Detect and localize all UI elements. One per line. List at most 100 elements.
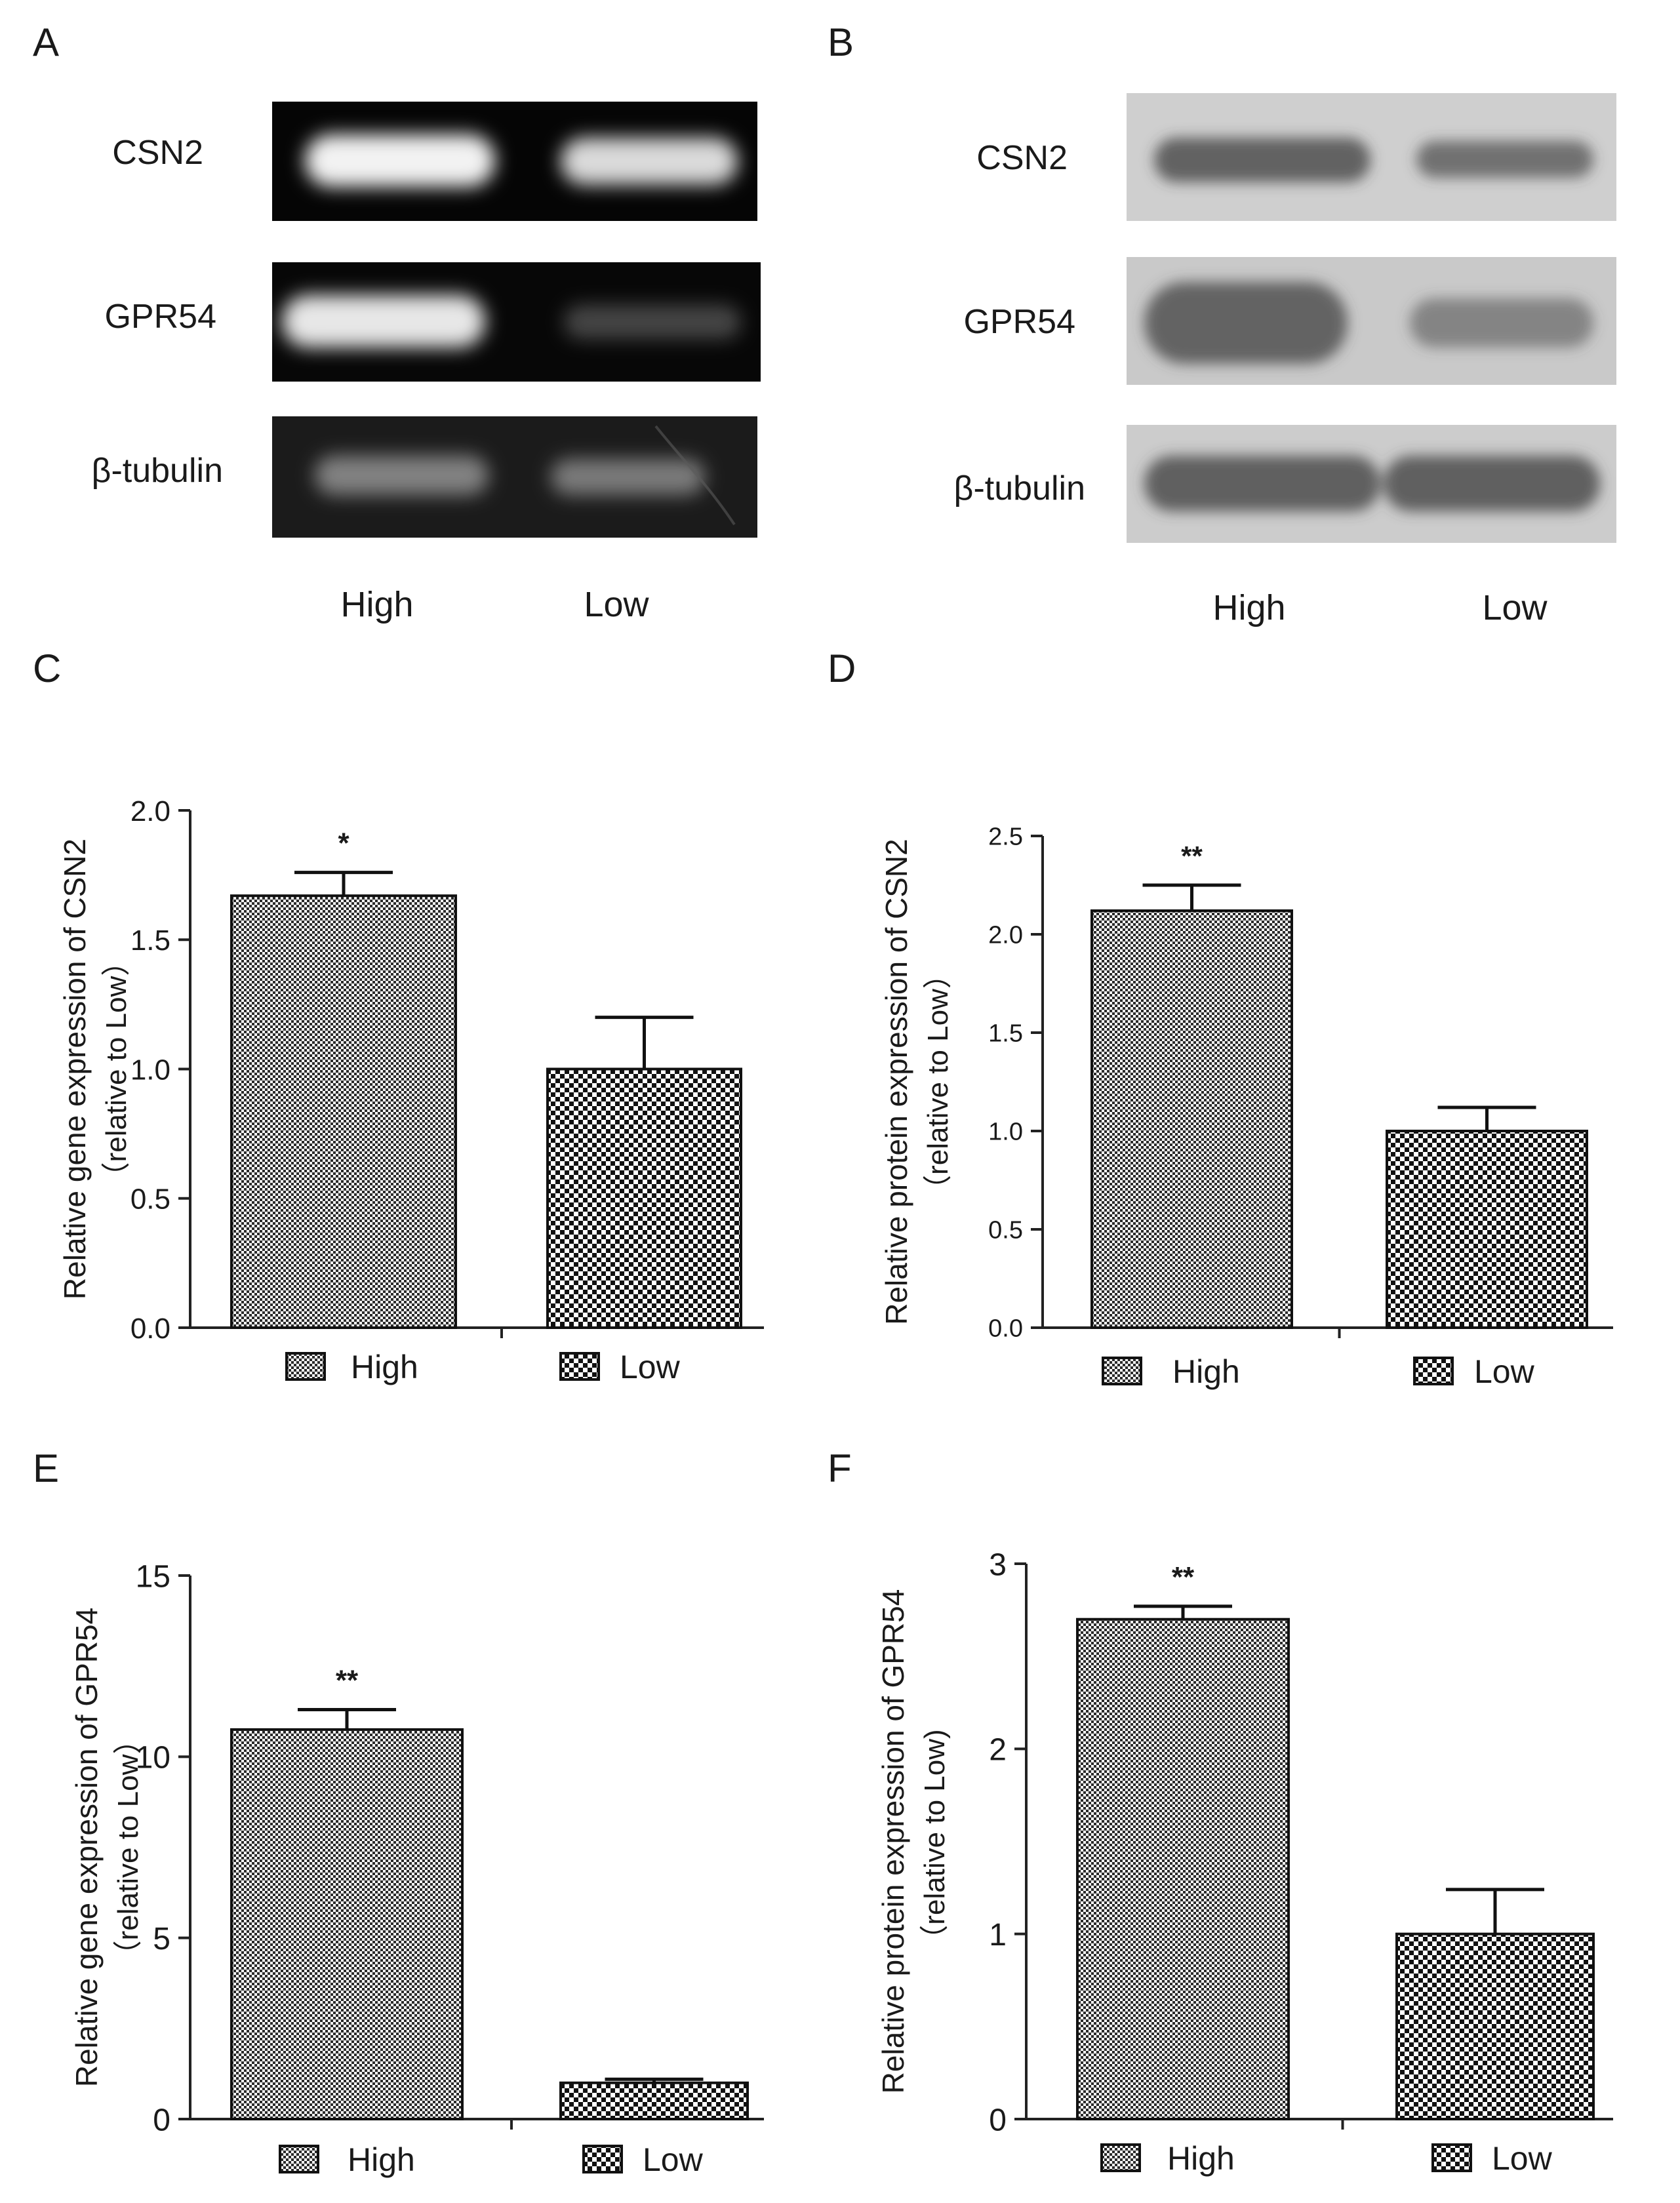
band-low xyxy=(1384,456,1600,511)
significance-marker: * xyxy=(338,827,350,860)
band-low xyxy=(1410,298,1593,347)
legend-label: Low xyxy=(1492,2140,1553,2177)
bar-low xyxy=(1395,1932,1595,2121)
y-tick-label: 1.0 xyxy=(130,1054,170,1086)
band-high xyxy=(315,456,489,495)
blot-row: CSN2 xyxy=(976,93,1616,221)
band-high xyxy=(305,134,495,187)
gel-artifact xyxy=(654,425,736,526)
bar-low xyxy=(1386,1130,1588,1329)
y-tick-label: 1.0 xyxy=(988,1119,1023,1146)
bar-chart-f: 0 1 2 3 ** Relative protein expression of GPR… xyxy=(876,1547,1613,2177)
legend-swatch xyxy=(279,2145,319,2173)
lane-label: High xyxy=(340,585,413,624)
legend-label: High xyxy=(1172,1353,1240,1390)
y-tick-label: 1 xyxy=(989,1918,1007,1953)
y-tick-label: 1.5 xyxy=(130,924,170,957)
blot-bands xyxy=(1144,456,1600,511)
y-axis-title: Relative protein expression of CSN2 xyxy=(879,839,913,1324)
band-high xyxy=(1144,282,1348,364)
panel-letter-c: C xyxy=(33,646,61,690)
y-tick-label: 0.5 xyxy=(988,1217,1023,1244)
legend-label: High xyxy=(351,1349,418,1385)
y-tick-label: 2 xyxy=(989,1733,1007,1768)
y-tick-label: 5 xyxy=(153,1922,170,1956)
panel-letter-b: B xyxy=(828,20,854,64)
gel-bands xyxy=(305,134,738,187)
legend-label: Low xyxy=(643,2141,704,2178)
y-axis-subtitle: （relative to Low) xyxy=(919,1729,951,1953)
blot-row: β-tubulin xyxy=(954,425,1616,543)
panel-letter-a: A xyxy=(33,20,59,64)
blot-row-label: GPR54 xyxy=(104,298,216,336)
blot-row: GPR54 xyxy=(963,257,1616,385)
bar-high xyxy=(230,894,457,1330)
bar-high xyxy=(1076,1618,1290,2120)
blot-row-label: β-tubulin xyxy=(92,452,223,490)
band-high xyxy=(1154,138,1370,182)
blot-row-label: GPR54 xyxy=(963,303,1075,341)
blot-row-label: CSN2 xyxy=(112,134,203,172)
blot-row-label: β-tubulin xyxy=(954,469,1085,507)
band-low xyxy=(564,305,741,339)
blot-row: CSN2 xyxy=(112,102,757,221)
panel-letter-f: F xyxy=(828,1446,852,1490)
blot-row: β-tubulin xyxy=(92,416,757,538)
y-tick-label: 2.5 xyxy=(988,824,1023,851)
blot-row-label: CSN2 xyxy=(976,139,1068,177)
y-tick-label: 15 xyxy=(136,1559,170,1594)
y-axis-subtitle: （relative to Low） xyxy=(100,947,132,1191)
blot-panel-a: CSN2 GPR54 β-tubulin xyxy=(92,102,761,624)
y-tick-label: 0 xyxy=(153,2103,170,2137)
y-tick-label: 0.0 xyxy=(988,1315,1023,1343)
y-tick-label: 3 xyxy=(989,1547,1007,1582)
y-axis-title: Relative gene expression of GPR54 xyxy=(70,1608,104,2087)
legend-swatch xyxy=(1431,2143,1472,2172)
y-axis-title: Relative gene expression of CSN2 xyxy=(58,839,92,1300)
bar-high xyxy=(230,1728,464,2120)
significance-marker: ** xyxy=(336,1664,359,1696)
legend-label: Low xyxy=(620,1349,681,1385)
blot-bands xyxy=(1154,138,1593,182)
bar-chart-d: 0.0 0.5 1.0 1.5 2.0 2.5 ** Relative protein exp… xyxy=(879,824,1613,1390)
lane-label: High xyxy=(1212,588,1285,627)
y-tick-label: 10 xyxy=(136,1741,170,1776)
legend-swatch xyxy=(1102,1357,1142,1385)
bar-chart-c: 0.0 0.5 1.0 1.5 2.0 * Relative gene expression… xyxy=(58,795,764,1385)
lane-label: Low xyxy=(1482,588,1548,627)
gel-bands xyxy=(315,456,705,495)
band-high xyxy=(282,295,485,347)
y-tick-label: 0.0 xyxy=(130,1313,170,1345)
y-tick-label: 2.0 xyxy=(130,795,170,827)
bar-low xyxy=(559,2081,749,2121)
y-tick-label: 2.0 xyxy=(988,922,1023,949)
y-tick-label: 0 xyxy=(989,2103,1007,2137)
y-axis-title: Relative protein expression of GPR54 xyxy=(876,1589,910,2094)
y-axis-subtitle: （relative to Low） xyxy=(112,1726,144,1970)
blot-panel-b: CSN2 GPR54 β-tubulin xyxy=(954,93,1616,627)
legend-label: High xyxy=(348,2141,415,2178)
y-tick-label: 0.5 xyxy=(130,1183,170,1216)
legend-swatch xyxy=(1413,1357,1454,1385)
significance-marker: ** xyxy=(1181,841,1203,871)
legend-label: High xyxy=(1167,2140,1235,2177)
legend-swatch xyxy=(559,1352,600,1381)
legend-swatch xyxy=(1100,2143,1141,2172)
panel-letter-d: D xyxy=(828,646,856,690)
band-low xyxy=(561,138,738,185)
band-high xyxy=(1144,456,1380,511)
bar-low xyxy=(546,1067,742,1329)
legend-label: Low xyxy=(1474,1353,1535,1390)
legend-swatch xyxy=(582,2145,623,2173)
blot-bands xyxy=(1144,282,1593,364)
y-tick-label: 1.5 xyxy=(988,1020,1023,1048)
y-axis-subtitle: （relative to Low） xyxy=(922,960,954,1204)
panel-letter-e: E xyxy=(33,1446,59,1490)
lane-label: Low xyxy=(584,585,649,624)
blot-row: GPR54 xyxy=(104,262,761,382)
gel-bands xyxy=(282,295,741,347)
legend-swatch xyxy=(285,1352,326,1381)
significance-marker: ** xyxy=(1172,1561,1195,1593)
